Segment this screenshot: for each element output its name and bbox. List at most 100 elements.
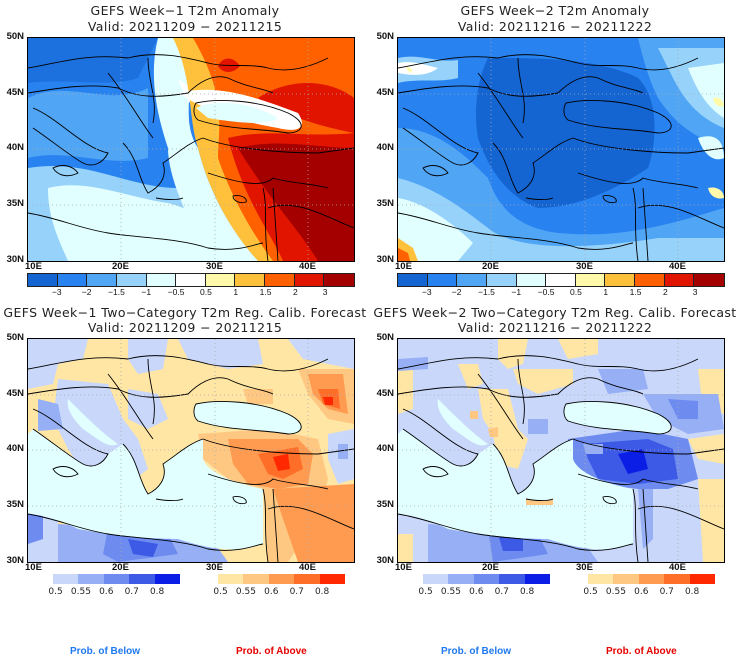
map-week2-anomaly <box>397 37 725 262</box>
colorbar-swatch <box>87 274 117 286</box>
colorbar-tick-label: −2 <box>81 287 92 297</box>
coastlines-borders <box>28 38 354 261</box>
lon-label-30e: 30E <box>206 261 223 272</box>
lat-label-50n: 50N <box>6 31 24 42</box>
colorbar-swatch <box>78 574 104 584</box>
colorbar-tick-label: −1 <box>511 287 522 297</box>
lat-label-45n: 45N <box>376 87 394 98</box>
coastlines-borders <box>28 339 354 562</box>
panel-valid-dates: Valid: 20211216 − 20211222 <box>457 19 653 34</box>
colorbar-tick-label: 0.8 <box>684 587 700 597</box>
lat-label-40n: 40N <box>6 142 24 153</box>
colorbar-tick-label: −3 <box>51 287 62 297</box>
probability-field <box>28 339 354 562</box>
colorbar-tick-label: 0.5 <box>418 587 433 597</box>
colorbar-tick-label: 0.8 <box>314 587 330 597</box>
panel-week2-anomaly: GEFS Week−2 T2m Anomaly Valid: 20211216 … <box>370 0 740 300</box>
lon-label-30e: 30E <box>576 261 593 272</box>
colorbar-swatch <box>427 274 458 286</box>
colorbar-swatch <box>218 574 244 584</box>
colorbar-swatch <box>635 274 665 286</box>
lon-label-30e: 30E <box>576 562 593 573</box>
footer-prob-above-label: Prob. of Above <box>606 646 677 657</box>
colorbar-tick-label: 0.7 <box>494 587 509 597</box>
colorbar-swatch <box>154 574 180 584</box>
colorbar-tick-label: 0.6 <box>469 587 484 597</box>
lon-label-40e: 40E <box>669 562 686 573</box>
lon-label-10e: 10E <box>25 562 42 573</box>
colorbar-swatch <box>448 574 474 584</box>
colorbar-swatch <box>235 274 265 286</box>
colorbar-swatch <box>268 574 295 584</box>
colorbar-tick-label: 0.7 <box>289 587 304 597</box>
colorbar-swatch <box>457 274 487 286</box>
prob-above-colorbar <box>588 574 715 584</box>
lon-label-10e: 10E <box>395 261 412 272</box>
colorbar-tick-label: 0.7 <box>124 587 139 597</box>
colorbar-swatch <box>146 274 177 286</box>
colorbar-swatch <box>265 274 295 286</box>
colorbar-tick-label: −0.5 <box>167 287 185 297</box>
panel-valid-dates: Valid: 20211216 − 20211222 <box>457 320 653 335</box>
colorbar-tick-label: 0.5 <box>583 587 598 597</box>
colorbar-swatch <box>499 574 525 584</box>
colorbar-tick-label: 2 <box>662 287 668 297</box>
lat-label-35n: 35N <box>6 499 24 510</box>
colorbar-tick-label: 0.5 <box>213 587 228 597</box>
colorbar-swatch <box>129 574 155 584</box>
footer-prob-below-label: Prob. of Below <box>441 646 511 657</box>
colorbar-tick-label: 1.5 <box>629 287 642 297</box>
lon-label-20e: 20E <box>482 261 499 272</box>
colorbar-tick-label: −1 <box>141 287 152 297</box>
colorbar-tick-label: 0.5 <box>569 287 582 297</box>
lon-label-40e: 40E <box>669 261 686 272</box>
panel-title: GEFS Week−2 T2m Anomaly <box>460 3 650 18</box>
colorbar-swatch <box>664 574 690 584</box>
colorbar-tick-label: 0.8 <box>149 587 165 597</box>
map-week2-probability <box>397 338 725 563</box>
lat-label-30n: 30N <box>376 254 394 265</box>
prob-below-colorbar <box>53 574 180 584</box>
lon-label-20e: 20E <box>112 261 129 272</box>
lon-label-10e: 10E <box>395 562 412 573</box>
lat-label-45n: 45N <box>376 388 394 399</box>
prob-below-colorbar <box>423 574 550 584</box>
colorbar-tick-label: 1 <box>603 287 609 297</box>
colorbar-swatch <box>205 274 236 286</box>
panel-valid-dates: Valid: 20211209 − 20211215 <box>87 320 283 335</box>
lat-label-30n: 30N <box>6 555 24 566</box>
colorbar-tick-label: 1 <box>233 287 239 297</box>
colorbar-swatch <box>398 274 428 286</box>
lon-label-10e: 10E <box>25 261 42 272</box>
lat-label-50n: 50N <box>376 31 394 42</box>
anomaly-colorbar <box>397 273 725 287</box>
colorbar-swatch <box>694 274 724 286</box>
lat-label-45n: 45N <box>6 388 24 399</box>
graticule <box>398 38 724 261</box>
lon-label-20e: 20E <box>482 562 499 573</box>
colorbar-swatch <box>294 274 325 286</box>
colorbar-swatch <box>588 574 614 584</box>
colorbar-tick-label: 0.55 <box>605 587 626 597</box>
colorbar-tick-label: 2 <box>292 287 298 297</box>
colorbar-swatch <box>116 274 147 286</box>
colorbar-swatch <box>57 274 88 286</box>
footer-prob-below-label: Prob. of Below <box>70 646 140 657</box>
colorbar-swatch <box>319 574 345 584</box>
colorbar-swatch <box>664 274 695 286</box>
colorbar-tick-label: 0.6 <box>634 587 649 597</box>
lat-label-30n: 30N <box>376 555 394 566</box>
prob-above-colorbar <box>218 574 345 584</box>
colorbar-swatch <box>524 574 550 584</box>
colorbar-swatch <box>28 274 58 286</box>
lon-label-20e: 20E <box>112 562 129 573</box>
lat-label-35n: 35N <box>376 198 394 209</box>
colorbar-tick-label: −3 <box>421 287 432 297</box>
colorbar-swatch <box>243 574 269 584</box>
colorbar-swatch <box>575 274 606 286</box>
colorbar-tick-label: 0.6 <box>99 587 114 597</box>
colorbar-swatch <box>546 274 576 286</box>
lon-label-30e: 30E <box>206 562 223 573</box>
map-week1-probability <box>27 338 355 563</box>
lat-label-50n: 50N <box>376 332 394 343</box>
